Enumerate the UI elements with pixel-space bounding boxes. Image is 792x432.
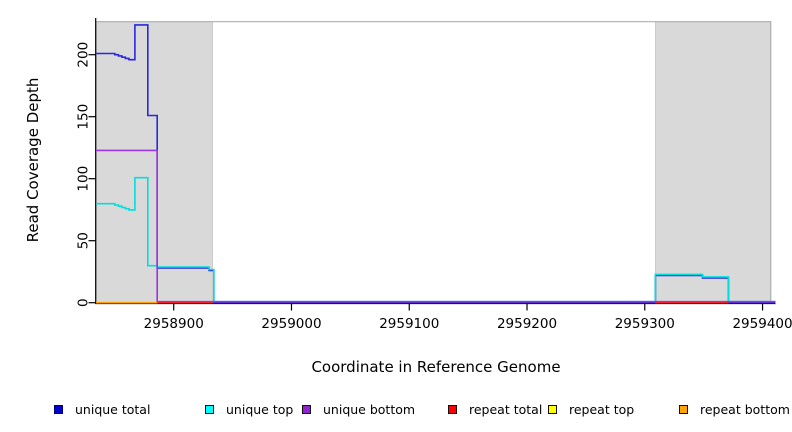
x-axis-title: Coordinate in Reference Genome [311,358,561,376]
y-tick-label: 50 [76,232,92,249]
x-tick-label: 2959300 [615,316,675,332]
x-tick-label: 2958900 [144,316,204,332]
series-unique-total [96,24,776,304]
series-unique-top [96,176,776,303]
x-tick-label: 2959000 [261,316,321,332]
x-tick-label: 2959400 [732,316,792,332]
y-tick-label: 200 [76,42,92,68]
x-tick-label: 2959200 [497,316,557,332]
repeat-region-shading [654,21,772,304]
y-tick-label: 0 [76,298,92,307]
y-tick-label: 100 [76,166,92,192]
series-unique-bottom [96,149,776,303]
y-axis-title: Read Coverage Depth [24,77,42,243]
y-tick-label: 150 [76,104,92,130]
x-tick-label: 2959100 [379,316,439,332]
repeat-region-shading [95,21,213,304]
